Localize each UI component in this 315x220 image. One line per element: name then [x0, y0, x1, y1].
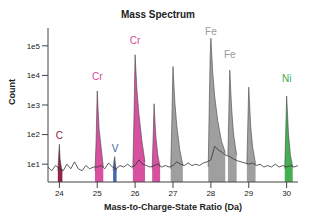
svg-text:Ni: Ni	[282, 73, 291, 84]
html-text:Mass Spectrum: Mass Spectrum	[121, 9, 195, 20]
svg-text:Cr: Cr	[130, 35, 141, 46]
svg-text:Cr: Cr	[92, 71, 103, 82]
svg-text:29: 29	[244, 189, 253, 198]
svg-text:1e1: 1e1	[27, 160, 41, 169]
svg-text:30: 30	[282, 189, 291, 198]
svg-text:V: V	[112, 143, 119, 154]
svg-text:1e4: 1e4	[27, 71, 41, 80]
svg-text:24: 24	[55, 189, 64, 198]
svg-text:26: 26	[131, 189, 140, 198]
svg-text:28: 28	[206, 189, 215, 198]
svg-text:27: 27	[169, 189, 178, 198]
svg-text:25: 25	[93, 189, 102, 198]
svg-text:1e5: 1e5	[27, 42, 41, 51]
svg-text:1e3: 1e3	[27, 101, 41, 110]
svg-text:Fe: Fe	[205, 26, 217, 37]
svg-text:1e2: 1e2	[27, 130, 41, 139]
svg-text:Count: Count	[8, 79, 17, 105]
svg-text:Fe: Fe	[224, 49, 236, 60]
svg-text:Mass-to-Charge-State Ratio (Da: Mass-to-Charge-State Ratio (Da)	[104, 202, 242, 212]
svg-text:C: C	[56, 130, 63, 141]
